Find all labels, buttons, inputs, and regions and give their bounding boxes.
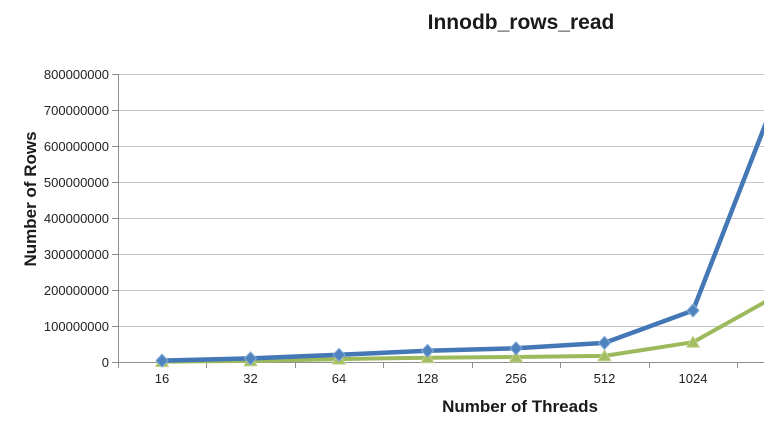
blue-series-line: [159, 121, 764, 363]
y-tick-label: 500000000: [44, 175, 109, 190]
y-tick-label: 0: [102, 355, 109, 370]
green-series-marker-triangle: [597, 349, 612, 362]
x-tick-label: 128: [417, 371, 439, 386]
blue-series-marker-diamond: [155, 353, 169, 368]
y-tick-label: 800000000: [44, 67, 109, 82]
x-tick-label: 16: [155, 371, 169, 386]
green-series-marker-triangle: [686, 335, 700, 348]
x-axis-title: Number of Threads: [442, 397, 598, 416]
x-tick-label: 1024: [679, 371, 708, 386]
green-series-line: [160, 300, 764, 364]
y-tick-label: 700000000: [44, 103, 109, 118]
y-tick-label: 200000000: [44, 283, 109, 298]
axes: [112, 74, 764, 368]
y-tick-label: 400000000: [44, 211, 109, 226]
blue-series-marker-diamond: [686, 303, 700, 318]
y-tick-label: 100000000: [44, 319, 109, 334]
blue-series-marker-diamond: [332, 347, 346, 362]
x-tick-label: 512: [594, 371, 616, 386]
green-series-marker-triangle: [509, 350, 523, 363]
chart-title: Innodb_rows_read: [427, 11, 615, 34]
gridlines: [118, 74, 764, 327]
blue-series: [155, 121, 764, 368]
x-tick-label: 256: [505, 371, 527, 386]
blue-series-marker-diamond: [244, 351, 257, 366]
x-tick-label: 64: [332, 371, 346, 386]
x-tick-label: 32: [243, 371, 257, 386]
blue-series-marker-diamond: [509, 341, 523, 356]
y-tick-label: 300000000: [44, 247, 109, 262]
y-axis-title: Number of Rows: [21, 131, 40, 267]
blue-series-marker-diamond: [421, 343, 434, 358]
blue-series-marker-diamond: [598, 335, 611, 350]
y-tick-label: 600000000: [44, 139, 109, 154]
